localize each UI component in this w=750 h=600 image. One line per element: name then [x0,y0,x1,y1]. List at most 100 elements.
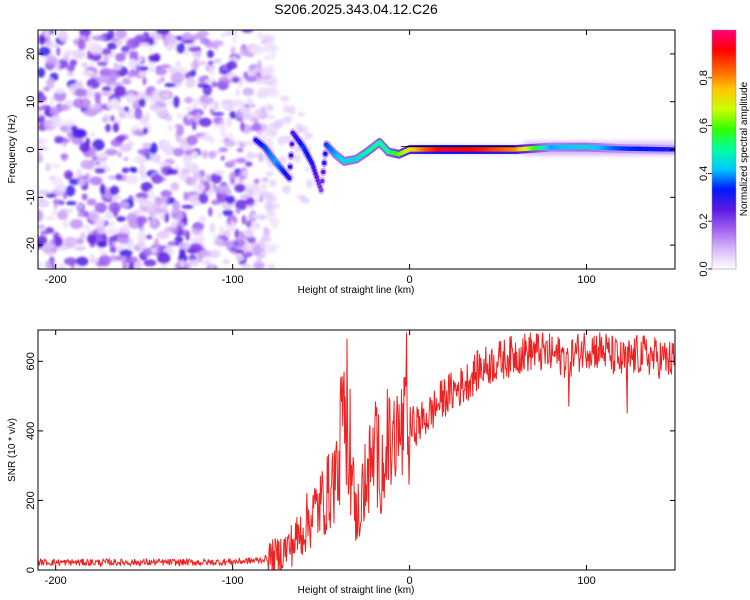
noise-blob [242,243,249,254]
noise-blob [186,114,193,120]
noise-blob [253,178,260,185]
noise-blob [133,129,144,137]
noise-blob [270,219,279,229]
spectrogram-xtick-label: -200 [45,274,67,286]
noise-blob [115,30,127,39]
noise-blob [262,132,272,138]
noise-blob [164,211,170,223]
snr-frame [37,329,676,571]
noise-blob [197,60,207,65]
noise-blob [127,58,138,69]
noise-blob [219,225,225,237]
noise-blob [113,85,126,97]
noise-blob [211,81,218,88]
noise-blob [190,60,200,70]
colorbar-gradient [712,30,736,269]
noise-blob [200,176,205,185]
noise-blob [192,33,203,40]
noise-blob [193,97,198,110]
noise-blob [189,242,203,253]
noise-blob [173,147,184,157]
noise-blob [62,119,76,127]
noise-blob [134,154,147,165]
noise-blob [46,55,58,66]
noise-blob [151,174,164,184]
noise-blob [75,88,88,97]
noise-blob [164,114,173,122]
noise-blob [165,196,176,204]
noise-blob [62,219,70,229]
snr-xtick-label: -200 [45,575,67,587]
noise-blob [86,86,93,98]
noise-blob [86,233,97,244]
snr-ytick-label: 400 [25,422,37,440]
snr-ytick-label: 600 [25,352,37,370]
noise-blob [113,64,122,71]
noise-blob [63,191,68,200]
noise-blob [99,183,106,196]
noise-blob [216,212,222,219]
noise-blob [183,191,189,201]
noise-blob [176,112,183,119]
noise-blob [142,142,152,149]
noise-blob [69,218,83,230]
noise-blob [205,173,212,184]
noise-blob [67,71,74,77]
noise-blob [73,38,79,46]
noise-blob [266,195,277,203]
noise-blob [89,176,103,186]
noise-blob [45,193,57,198]
noise-blob [106,221,116,228]
noise-blob [134,107,143,120]
noise-blob [153,237,160,250]
noise-blob [235,88,241,97]
noise-blob [245,75,257,83]
noise-blob [111,37,119,42]
noise-blob [234,228,240,239]
noise-blob [52,114,62,122]
noise-blob [220,103,230,109]
colorbar: 0.0 0.2 0.4 0.6 0.8 Normalized spectral ampl… [698,29,750,277]
noise-blob [264,202,274,211]
noise-blob [262,79,276,86]
noise-blob [125,256,139,264]
noise-blob [216,192,228,203]
noise-blob [266,114,276,120]
noise-blob [228,132,234,141]
signal-core [318,187,324,193]
noise-blob [170,182,179,191]
spectrogram-xtick-label: 100 [577,274,595,286]
noise-blob [95,224,106,235]
colorbar-tick-label: 0.8 [698,70,710,85]
noise-blob [201,133,212,141]
signal-core [287,164,293,170]
noise-blob [107,175,117,180]
noise-blob [125,92,137,104]
noise-blob [38,151,42,163]
noise-blob [63,49,77,56]
noise-blob [135,215,148,225]
spectrogram-xlabel: Height of straight line (km) [298,285,415,296]
noise-blob [138,42,150,47]
noise-blob [230,220,235,231]
noise-blob [301,197,311,204]
noise-blob [249,44,263,56]
spectrogram-ytick-label: 0 [25,146,37,152]
noise-blob [251,222,261,230]
noise-blob [255,71,262,78]
noise-blob [232,100,245,108]
noise-blob [245,97,253,104]
noise-blob [122,261,128,269]
noise-blob [258,152,264,163]
noise-blob [49,106,60,117]
noise-blob [58,263,66,269]
noise-blob [235,157,247,164]
noise-blob [145,36,155,43]
noise-blob [224,140,236,148]
signal-core [319,178,325,184]
noise-blob [116,216,126,222]
signal-core [323,151,328,157]
noise-blob [236,147,244,153]
noise-blob [161,140,171,149]
